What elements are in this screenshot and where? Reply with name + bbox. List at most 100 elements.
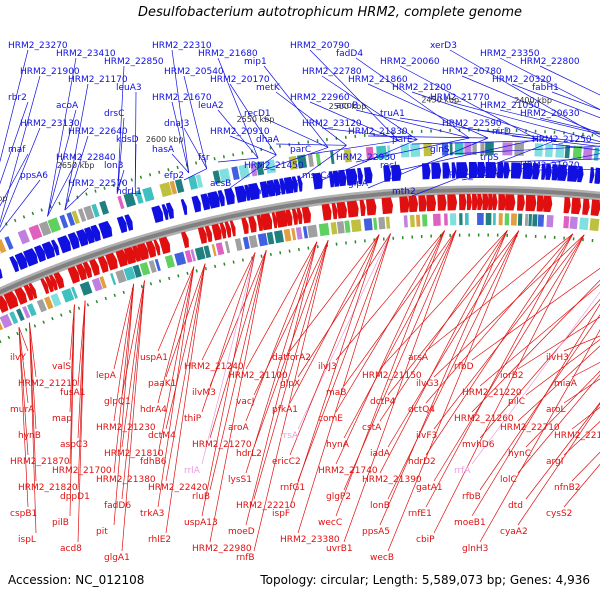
gene-label-forward: HRM2_21170 bbox=[68, 75, 128, 85]
gene-label-reverse: cstA bbox=[362, 423, 382, 433]
gene-label-reverse: HRM2_23380 bbox=[280, 535, 340, 545]
gene-label-reverse: HRM2_21240 bbox=[184, 362, 244, 372]
connector-reverse bbox=[113, 283, 135, 422]
gene-label-reverse: lysS1 bbox=[228, 475, 252, 485]
cog-category-block bbox=[517, 213, 523, 226]
connector-forward bbox=[367, 135, 489, 139]
reverse-cds-arrow bbox=[285, 209, 293, 226]
gene-label-reverse: ilvM3 bbox=[192, 388, 216, 398]
gene-label-reverse: rhlE2 bbox=[148, 535, 171, 545]
cog-category-block bbox=[514, 142, 525, 156]
connector-reverse bbox=[343, 230, 457, 387]
forward-cds-arrow bbox=[165, 202, 174, 220]
connector-forward bbox=[539, 117, 600, 133]
forward-cds-arrow bbox=[266, 179, 276, 197]
connector-forward bbox=[0, 179, 41, 233]
connector-forward bbox=[551, 91, 600, 111]
connector-forward bbox=[411, 91, 556, 141]
cog-category-block bbox=[534, 143, 543, 157]
cog-category-block bbox=[273, 230, 285, 244]
forward-cds-arrow bbox=[357, 167, 363, 185]
connector-reverse bbox=[77, 300, 86, 387]
forward-cds-arrow bbox=[180, 199, 188, 216]
connector-reverse bbox=[335, 230, 446, 465]
gene-label-reverse: aspC3 bbox=[60, 440, 88, 450]
gene-label-reverse: rnfG1 bbox=[280, 483, 305, 493]
gene-label-forward: efp2 bbox=[164, 171, 184, 181]
connector-reverse bbox=[479, 329, 600, 543]
connector-forward bbox=[117, 65, 125, 193]
connector-forward bbox=[183, 168, 207, 181]
cog-category-block bbox=[459, 213, 463, 226]
connector-reverse bbox=[425, 233, 574, 508]
gene-label-reverse: datforA2 bbox=[272, 353, 311, 363]
gene-label-reverse: glpQ1 bbox=[104, 397, 131, 407]
forward-cds-arrow bbox=[551, 164, 559, 181]
gene-label-reverse: HRM2_22710 bbox=[500, 423, 560, 433]
connector-reverse bbox=[387, 230, 520, 552]
gene-label-reverse: HRM2_21220 bbox=[462, 388, 522, 398]
cog-category-block bbox=[373, 217, 378, 230]
cog-category-block bbox=[26, 303, 37, 317]
gene-label-forward: leuA3 bbox=[116, 83, 142, 93]
cog-category-block bbox=[555, 144, 565, 158]
gene-label-reverse: ispF bbox=[272, 509, 290, 519]
forward-cds-arrow bbox=[541, 163, 547, 180]
connector-forward bbox=[309, 101, 399, 142]
connector-reverse bbox=[479, 314, 600, 491]
gene-label-forward: HRM2_21450 bbox=[244, 161, 304, 171]
gene-label-reverse: rfbB bbox=[462, 492, 481, 502]
cog-category-block bbox=[224, 240, 231, 254]
connector-reverse bbox=[113, 283, 135, 526]
gene-label-reverse: glgP2 bbox=[326, 492, 351, 502]
connector-forward bbox=[499, 158, 600, 163]
gene-label-reverse: mvhD6 bbox=[462, 440, 495, 450]
reverse-cds-arrow bbox=[248, 216, 257, 233]
forward-cds-arrow bbox=[33, 244, 46, 263]
gene-label-forward: recD1 bbox=[244, 109, 271, 119]
reverse-cds-arrow bbox=[346, 200, 359, 218]
forward-cds-arrow bbox=[67, 232, 80, 250]
cog-category-block bbox=[283, 228, 292, 242]
feature-tracks bbox=[0, 128, 600, 344]
gene-label-reverse: hynB bbox=[18, 431, 41, 441]
gene-label-reverse: aroL bbox=[546, 405, 566, 415]
gene-label-forward: hdrL1 bbox=[116, 187, 142, 197]
gene-label-reverse: glnH3 bbox=[462, 544, 488, 554]
connector-reverse bbox=[18, 327, 29, 404]
gene-label-reverse: argI bbox=[546, 457, 563, 467]
forward-cds-arrow bbox=[497, 162, 505, 179]
connector-forward bbox=[229, 154, 277, 189]
cog-category-block bbox=[563, 216, 570, 229]
gene-label-reverse: uspA1 bbox=[140, 353, 168, 363]
gene-label-forward: HRM2_23130 bbox=[20, 119, 80, 129]
connector-reverse bbox=[343, 230, 457, 439]
cog-category-block bbox=[248, 234, 258, 249]
connector-reverse bbox=[253, 240, 329, 500]
cog-category-block bbox=[572, 145, 582, 160]
reverse-cds-arrow bbox=[28, 283, 38, 299]
gene-label-reverse: HRM2_21700 bbox=[52, 466, 112, 476]
gene-label-forward: HRM2_21050 bbox=[480, 101, 540, 111]
forward-cds-arrow bbox=[421, 163, 431, 180]
gene-label-forward: HRM2_22590 bbox=[442, 119, 502, 129]
gene-label-forward: HRM2_23350 bbox=[480, 49, 540, 59]
reverse-cds-arrow bbox=[488, 194, 494, 211]
cog-category-block bbox=[22, 305, 31, 319]
reverse-cds-arrow bbox=[115, 249, 128, 268]
forward-cds-arrow bbox=[451, 162, 457, 179]
reverse-cds-arrow bbox=[301, 206, 311, 224]
gene-label-reverse: HRM2_21260 bbox=[454, 414, 514, 424]
cog-category-block bbox=[546, 214, 554, 228]
gene-label-reverse: pilC bbox=[508, 397, 525, 407]
gene-label-forward: HRM2_22850 bbox=[104, 57, 164, 67]
reverse-cds-arrow bbox=[211, 223, 222, 241]
connector-forward bbox=[229, 83, 277, 156]
cog-category-block bbox=[307, 224, 318, 238]
connector-reverse bbox=[563, 463, 600, 508]
forward-cds-arrow bbox=[503, 162, 510, 179]
cog-category-block bbox=[385, 216, 391, 229]
forward-cds-arrow bbox=[191, 195, 201, 213]
connector-reverse bbox=[157, 266, 195, 508]
